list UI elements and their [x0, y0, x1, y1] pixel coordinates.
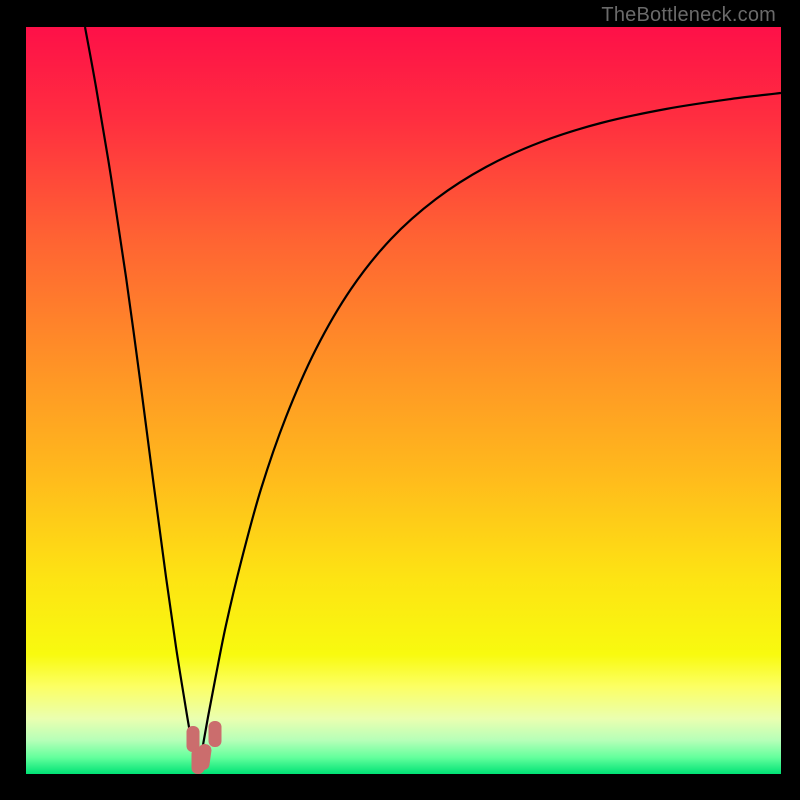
highlight-marker [209, 721, 222, 747]
chart-container: TheBottleneck.com [0, 0, 800, 800]
bottleneck-curve-chart [0, 0, 800, 800]
watermark-text: TheBottleneck.com [601, 4, 776, 27]
plot-background-gradient [26, 27, 781, 774]
